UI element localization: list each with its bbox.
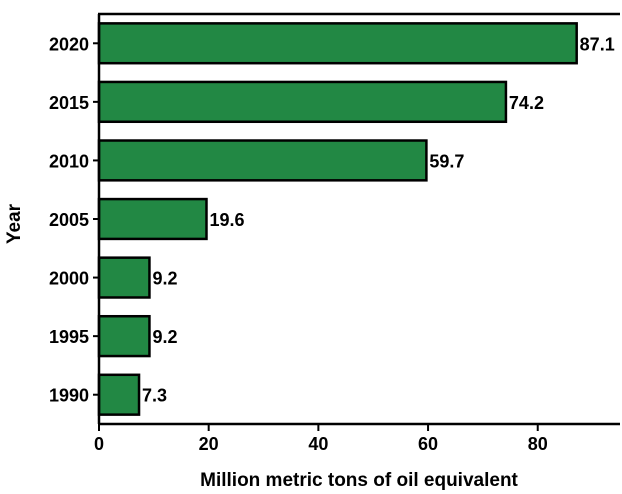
data-label-2005: 19.6 <box>209 210 244 230</box>
bar-2015 <box>97 80 508 124</box>
bar-1995 <box>97 314 151 358</box>
data-label-2000: 9.2 <box>152 269 177 289</box>
x-tick-label-60: 60 <box>418 434 438 454</box>
bars-layer <box>97 22 578 416</box>
axes-layer: 2020 2015 2010 2005 2000 1995 1990 0 20 40 60 80 <box>49 12 620 454</box>
y-tick-label-2000: 2000 <box>49 269 89 289</box>
bar-1990 <box>97 373 141 416</box>
x-tick-label-80: 80 <box>528 434 548 454</box>
data-label-2015: 74.2 <box>509 93 544 113</box>
y-tick-label-2010: 2010 <box>49 151 89 171</box>
bar-2020 <box>97 22 578 65</box>
x-tick-label-0: 0 <box>94 434 104 454</box>
bar-2005 <box>97 197 208 241</box>
x-tick-label-40: 40 <box>308 434 328 454</box>
x-axis-title: Million metric tons of oil equivalent <box>200 470 518 491</box>
y-tick-label-2020: 2020 <box>49 34 89 54</box>
x-tick-label-20: 20 <box>199 434 219 454</box>
y-axis-title: Year <box>4 203 25 244</box>
labels-layer: 87.1 74.2 59.7 19.6 9.2 9.2 7.3 <box>142 34 615 405</box>
data-label-1995: 9.2 <box>152 327 177 347</box>
data-label-2010: 59.7 <box>429 151 464 171</box>
y-tick-label-2015: 2015 <box>49 93 89 113</box>
y-tick-label-2005: 2005 <box>49 210 89 230</box>
y-tick-label-1990: 1990 <box>49 386 89 406</box>
y-tick-label-1995: 1995 <box>49 327 89 347</box>
bar-2000 <box>97 256 151 299</box>
data-label-1990: 7.3 <box>142 386 167 406</box>
bar-2010 <box>97 139 428 182</box>
data-label-2020: 87.1 <box>580 34 615 54</box>
